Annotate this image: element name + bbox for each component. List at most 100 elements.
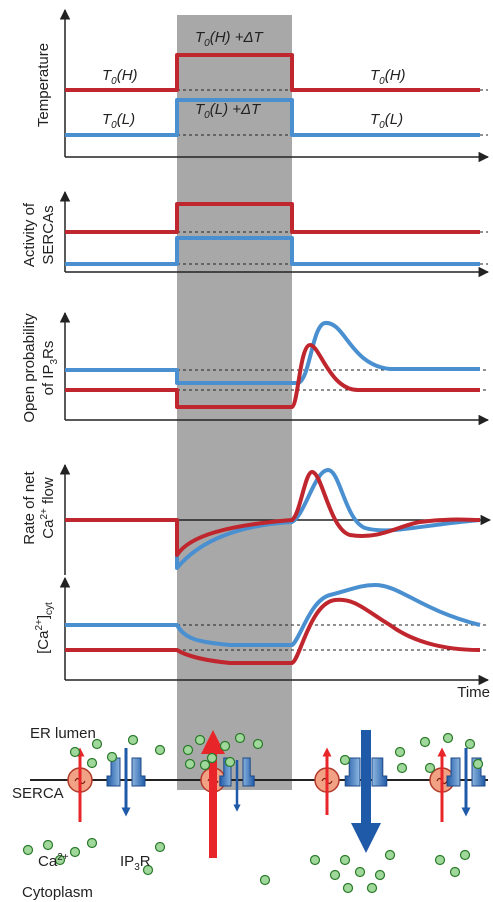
- text-run: 2+: [34, 619, 45, 631]
- y-axis-label: SERCAs: [40, 205, 57, 264]
- text-run: flow: [40, 477, 57, 508]
- plots: [59, 8, 492, 686]
- calcium-ion: [384, 849, 396, 861]
- calcium-ion: [464, 738, 476, 750]
- calcium-ion: [339, 754, 351, 766]
- text-run: Ca: [38, 853, 58, 870]
- text-run: 0: [379, 76, 385, 87]
- calcium-ion: [91, 738, 103, 750]
- text-run: Open probability: [21, 313, 38, 423]
- calcium-ion: [184, 758, 196, 770]
- text-run: T: [370, 111, 381, 128]
- annotation: T0(H): [102, 67, 138, 87]
- text-run: 0: [204, 38, 210, 49]
- text-run: T: [370, 67, 381, 84]
- x-axis-label: Time: [457, 684, 490, 701]
- annotation: T0(L) +ΔT: [195, 101, 262, 121]
- text-run: T: [102, 67, 113, 84]
- calcium-ion: [396, 762, 408, 774]
- ip3r-channel: [344, 757, 388, 787]
- calcium-ion: [206, 752, 218, 764]
- text-run: of IP: [40, 365, 57, 396]
- text-run: 3: [134, 862, 140, 873]
- calcium-ion: [154, 841, 166, 853]
- calcium-ion: [199, 759, 211, 771]
- serca-label: SERCA: [12, 785, 64, 802]
- y-axis-label: Ca2+ flow: [39, 477, 57, 539]
- text-run: 0: [204, 110, 210, 121]
- calcium-ion: [154, 744, 166, 756]
- calcium-ion: [342, 882, 354, 894]
- text-run: 2+: [39, 508, 50, 520]
- curve: [65, 470, 481, 557]
- ip3r-label: IP3R: [120, 853, 151, 873]
- calcium-ion: [127, 734, 139, 746]
- text-run: T: [102, 111, 113, 128]
- stimulus-band: [177, 15, 292, 790]
- text-run: 3: [49, 359, 60, 365]
- compartment-label: ER lumen: [30, 725, 96, 742]
- calcium-ion: [354, 866, 366, 878]
- curve: [65, 236, 480, 266]
- text-run: (H): [117, 67, 138, 84]
- calcium-ion: [219, 740, 231, 752]
- curve: [65, 98, 480, 137]
- cell-schematic: [22, 730, 488, 894]
- curve: [65, 53, 480, 92]
- text-run: R: [140, 853, 151, 870]
- text-run: 0: [111, 76, 117, 87]
- calcium-ion: [394, 746, 406, 758]
- calcium-label: Ca2+: [38, 852, 69, 870]
- curve: [65, 583, 481, 647]
- calcium-ion: [42, 839, 54, 851]
- compartment-label: Cytoplasm: [22, 884, 93, 901]
- y-axis-label: Temperature: [35, 43, 52, 127]
- text-run: IP: [120, 853, 134, 870]
- text-run: T: [195, 29, 206, 46]
- calcium-ion: [419, 736, 431, 748]
- calcium-ion: [434, 854, 446, 866]
- annotation: T0(H): [370, 67, 406, 87]
- calcium-ion: [86, 837, 98, 849]
- text-run: cyt: [44, 602, 55, 615]
- text-run: Rate of net: [21, 470, 38, 544]
- calcium-ion: [424, 762, 436, 774]
- curve: [65, 597, 481, 665]
- y-axis-label: Activity of: [21, 202, 38, 267]
- text-run: 0: [379, 120, 385, 131]
- curve: [65, 343, 480, 409]
- text-run: Ca: [40, 519, 57, 539]
- text-run: (H): [385, 67, 406, 84]
- calcium-ion: [366, 882, 378, 894]
- text-run: (L): [117, 111, 135, 128]
- calcium-ion: [69, 746, 81, 758]
- text-run: (H) +ΔT: [210, 29, 265, 46]
- calcium-ion: [259, 874, 271, 886]
- calcium-ion: [69, 846, 81, 858]
- calcium-ion: [86, 757, 98, 769]
- calcium-ion: [449, 866, 461, 878]
- text-run: 2+: [57, 852, 69, 863]
- ip3r-channel: [106, 757, 146, 787]
- baseline: [177, 624, 488, 651]
- text-run: [Ca: [35, 630, 52, 654]
- y-axis-label: [Ca2+]cyt: [34, 602, 55, 654]
- y-axis-label: Open probability: [21, 313, 38, 423]
- calcium-ion: [459, 849, 471, 861]
- annotation: T0(L): [370, 111, 403, 131]
- y-axis-label: Rate of net: [21, 470, 38, 544]
- calcium-ion: [329, 869, 341, 881]
- text-run: ]: [35, 615, 52, 619]
- calcium-ion: [194, 734, 206, 746]
- calcium-ion: [182, 744, 194, 756]
- calcium-ion: [224, 756, 236, 768]
- calcium-ion: [472, 758, 484, 770]
- calcium-ion: [142, 864, 154, 876]
- text-run: Rs: [40, 341, 57, 359]
- annotation: T0(L): [102, 111, 135, 131]
- text-run: 0: [111, 120, 117, 131]
- calcium-ion: [22, 844, 34, 856]
- text-run: Activity of: [21, 202, 38, 267]
- text-run: (L) +ΔT: [210, 101, 262, 118]
- text-run: (L): [385, 111, 403, 128]
